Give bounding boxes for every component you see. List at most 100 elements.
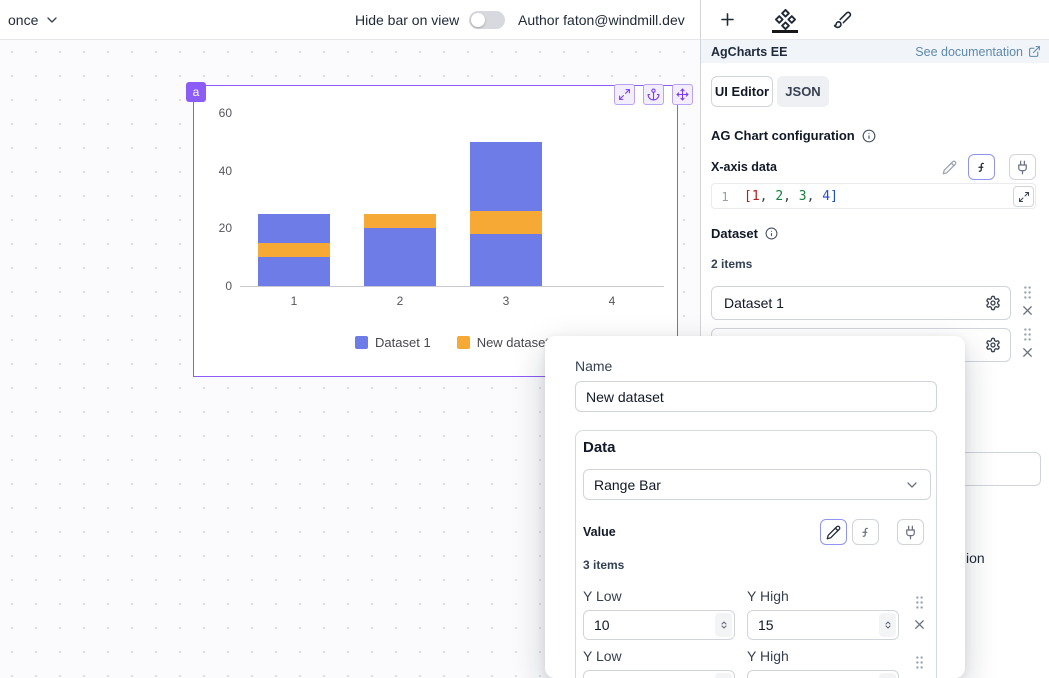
run-mode-dropdown[interactable]: once [8, 0, 60, 40]
component-type-title: AgCharts EE [711, 44, 788, 59]
legend-label: Dataset 1 [375, 335, 431, 350]
legend-item[interactable]: New dataset [456, 335, 549, 350]
dataset-name-input[interactable] [575, 381, 937, 412]
insert-component-button[interactable] [714, 6, 740, 32]
number-stepper[interactable] [715, 613, 732, 637]
static-input-mode-button[interactable] [820, 519, 847, 545]
close-icon [912, 617, 927, 632]
component-icon [774, 8, 797, 31]
number-stepper[interactable] [879, 613, 896, 637]
tab-ui-editor-label: UI Editor [714, 84, 770, 99]
line-number: 1 [721, 188, 729, 204]
y-low-value[interactable] [583, 670, 735, 678]
hidden-setting-input[interactable] [959, 452, 1041, 486]
remove-dataset-button[interactable] [1020, 303, 1035, 318]
static-input-mode-button[interactable] [938, 154, 960, 180]
connect-input-mode-button[interactable] [1009, 154, 1036, 180]
anchor-component-button[interactable] [643, 84, 664, 105]
external-link-icon [1028, 45, 1041, 58]
y-high-input[interactable] [747, 670, 899, 678]
code-token: 1 [751, 188, 760, 204]
hide-bar-setting: Hide bar on view [355, 0, 506, 40]
brush-icon [833, 10, 852, 29]
dataset-count: 2 items [711, 257, 753, 271]
number-stepper[interactable] [879, 673, 896, 678]
y-low-input[interactable] [583, 610, 735, 640]
code-token: , [759, 188, 776, 204]
drag-handle[interactable] [1019, 326, 1036, 343]
cutoff-setting-label: ion [966, 550, 985, 566]
legend-item[interactable]: Dataset 1 [355, 335, 431, 350]
plus-icon [718, 10, 737, 29]
name-label: Name [575, 358, 613, 374]
chart-type-select[interactable]: Range Bar [583, 469, 931, 500]
chevron-down-icon [904, 477, 920, 493]
see-documentation-link[interactable]: See documentation [915, 45, 1041, 59]
code-token: ] [830, 188, 838, 204]
y-high-input[interactable] [747, 610, 899, 640]
legend-label: New dataset [476, 335, 549, 350]
expand-editor-button[interactable] [1013, 186, 1034, 207]
code-token: 4 [822, 188, 831, 204]
connect-input-mode-button[interactable] [897, 519, 924, 545]
plug-icon [903, 525, 918, 540]
drag-handle[interactable] [911, 594, 928, 611]
info-icon[interactable] [765, 227, 778, 240]
component-settings-tab[interactable] [772, 6, 798, 32]
data-section-title: Data [583, 439, 616, 456]
chevron-down-icon [44, 12, 60, 28]
close-icon [1020, 345, 1035, 360]
x-axis-tick-label: 4 [608, 294, 616, 308]
remove-dataset-button[interactable] [1020, 345, 1035, 360]
gear-icon[interactable] [985, 295, 1001, 311]
code-token: 3 [798, 188, 807, 204]
hide-bar-label: Hide bar on view [355, 12, 460, 28]
pencil-icon [942, 160, 957, 175]
panel-toolbar [700, 0, 1049, 40]
component-type-header: AgCharts EE See documentation [701, 40, 1049, 63]
y-axis-tick-label: 40 [218, 163, 232, 178]
legend-swatch [355, 336, 369, 349]
y-low-label: Y Low [583, 588, 622, 604]
remove-value-button[interactable] [912, 617, 927, 632]
chart-component[interactable]: a 0 20 40 60 1 2 3 4 Dataset 1 New dataset [186, 82, 693, 377]
x-axis-code-editor[interactable]: 1 [1, 2, 3, 4] [711, 183, 1036, 209]
dataset-row[interactable]: Dataset 1 [711, 286, 1011, 320]
code-token: , [806, 188, 823, 204]
number-stepper[interactable] [715, 673, 732, 678]
y-low-value[interactable] [583, 610, 735, 640]
drag-handle[interactable] [1019, 284, 1036, 301]
gear-icon[interactable] [985, 337, 1001, 353]
fullscreen-component-button[interactable] [614, 84, 635, 105]
tab-json[interactable]: JSON [777, 76, 829, 107]
chart-legend: Dataset 1 New dataset [240, 335, 664, 350]
code-token: 2 [775, 188, 784, 204]
x-axis-data-row: X-axis data [711, 152, 1036, 182]
range-bar-new-dataset [470, 211, 542, 235]
data-section-box [575, 430, 937, 678]
move-component-button[interactable] [672, 84, 693, 105]
eval-input-mode-button[interactable] [968, 154, 995, 180]
legend-swatch [456, 336, 470, 349]
x-axis-tick-label: 2 [396, 294, 404, 308]
styling-tab[interactable] [829, 6, 855, 32]
x-axis-tick-label: 3 [502, 294, 510, 308]
hide-bar-toggle[interactable] [469, 11, 506, 29]
dataset-section-title: Dataset [711, 226, 758, 241]
chart-type-value: Range Bar [594, 476, 661, 493]
pencil-icon [826, 525, 841, 540]
y-low-input[interactable] [583, 670, 735, 678]
dataset-section-header: Dataset [711, 226, 778, 241]
y-high-value[interactable] [747, 610, 899, 640]
eval-input-mode-button[interactable] [852, 519, 879, 545]
author-label: Author faton@windmill.dev [518, 12, 685, 28]
drag-handle[interactable] [911, 654, 928, 671]
y-low-label: Y Low [583, 648, 622, 664]
config-section-header: AG Chart configuration [711, 128, 876, 143]
code-token: [ [744, 188, 752, 204]
tab-ui-editor[interactable]: UI Editor [711, 76, 773, 107]
info-icon[interactable] [862, 129, 876, 143]
y-high-value[interactable] [747, 670, 899, 678]
doc-link-label: See documentation [915, 44, 1023, 59]
